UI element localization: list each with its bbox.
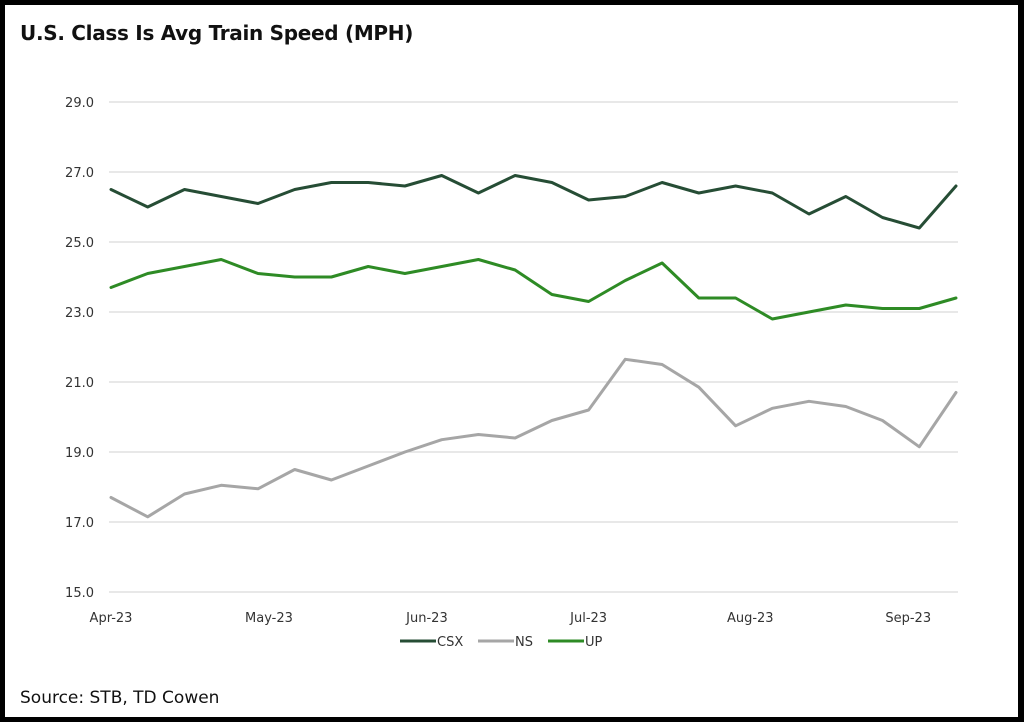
x-tick-label: Jun-23 (405, 611, 448, 626)
y-axis-ticks: 15.0 17.0 19.0 21.0 23.0 25.0 27.0 29.0 (65, 96, 94, 601)
x-axis-ticks: Apr-23 May-23 Jun-23 Jul-23 Aug-23 Sep-23 (90, 611, 932, 626)
legend-label: CSX (437, 635, 463, 650)
x-tick-label: May-23 (245, 611, 293, 626)
chart-title: U.S. Class Is Avg Train Speed (MPH) (20, 21, 414, 45)
y-tick-label: 15.0 (65, 586, 94, 601)
series-lines (109, 174, 958, 519)
y-tick-label: 17.0 (65, 516, 94, 531)
y-tick-label: 19.0 (65, 446, 94, 461)
x-tick-label: Aug-23 (727, 611, 774, 626)
legend-item-up: UP (548, 635, 603, 650)
y-tick-label: 29.0 (65, 96, 94, 111)
gridlines (109, 101, 958, 593)
legend: CSX NS UP (400, 635, 603, 650)
legend-item-ns: NS (478, 635, 533, 650)
y-tick-label: 27.0 (65, 166, 94, 181)
y-tick-label: 25.0 (65, 236, 94, 251)
source-note: Source: STB, TD Cowen (20, 688, 220, 708)
series-line-csx (109, 174, 958, 230)
legend-label: UP (585, 635, 603, 650)
chart-frame: U.S. Class Is Avg Train Speed (MPH) Sour… (5, 5, 1018, 717)
y-tick-label: 23.0 (65, 306, 94, 321)
x-tick-label: Jul-23 (569, 611, 607, 626)
series-line-up (109, 258, 958, 321)
legend-label: NS (515, 635, 533, 650)
series-line-ns (109, 357, 958, 519)
y-tick-label: 21.0 (65, 376, 94, 391)
x-tick-label: Sep-23 (885, 611, 931, 626)
x-tick-label: Apr-23 (90, 611, 133, 626)
legend-item-csx: CSX (400, 635, 463, 650)
